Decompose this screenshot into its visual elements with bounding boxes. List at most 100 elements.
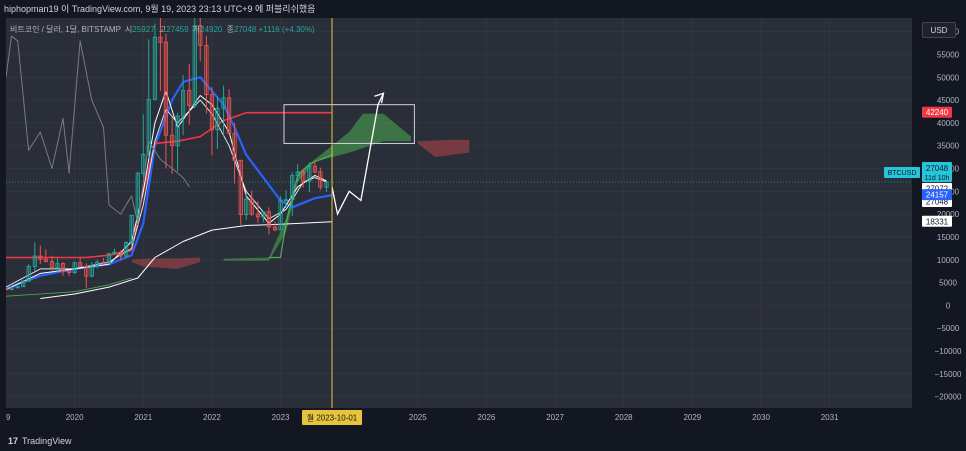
footer: 17 TradingView <box>0 432 966 451</box>
candle-body <box>124 241 129 257</box>
candle-body <box>215 107 220 131</box>
candle-body <box>324 181 329 188</box>
price-label-bg <box>922 215 952 227</box>
price-chart[interactable]: 6000055000500004500040000350003000025000… <box>2 0 966 432</box>
candle-body <box>146 98 151 155</box>
x-tick-label: 2030 <box>752 413 770 422</box>
y-tick-label: −5000 <box>937 324 960 333</box>
projection <box>283 92 415 217</box>
candle-body <box>129 215 134 243</box>
last-price-value: 27048 <box>926 164 949 173</box>
candle-body <box>67 270 72 273</box>
x-tick-label: 2025 <box>409 413 427 422</box>
candle-body <box>72 262 77 273</box>
cloud-area <box>417 139 470 158</box>
y-tick-label: 15000 <box>937 233 960 242</box>
currency-button[interactable]: USD <box>922 22 956 38</box>
legend-low: 24920 <box>200 25 223 34</box>
last-price-badge <box>922 161 952 182</box>
y-tick-label: 50000 <box>937 73 960 82</box>
price-label: 24157 <box>926 191 949 200</box>
candle-body <box>78 262 83 267</box>
candle-body <box>170 134 175 147</box>
candle-body <box>175 115 180 147</box>
y-tick-label: −15000 <box>935 370 962 379</box>
chart-legend: 비트코인 / 달러, 1달, BITSTAMP 시25927 고27459 저2… <box>10 24 315 35</box>
plot-background <box>6 18 912 408</box>
y-tick-label: 55000 <box>937 50 960 59</box>
candle-body <box>255 213 260 218</box>
candle-body <box>21 280 26 288</box>
x-axis: 19 2020 2021 2022 2023 2025 2026 2027 2028 2029 20… <box>2 408 966 432</box>
last-price-countdown: 11d 10h <box>925 175 950 182</box>
candles <box>3 0 329 291</box>
legend-high: 27459 <box>166 25 189 34</box>
candle-body <box>101 261 106 265</box>
candle-body <box>141 153 146 174</box>
y-tick-label: −10000 <box>935 347 962 356</box>
legend-open-label: 시 <box>125 25 133 34</box>
x-tick-label: 19 <box>6 413 11 422</box>
price-label: 27048 <box>926 197 949 206</box>
candle-body <box>204 44 209 96</box>
cursor-date-label: 월 2023-10-01 <box>307 413 358 423</box>
candle-body <box>278 199 283 231</box>
candle-body <box>43 258 48 263</box>
x-tick-label: 2031 <box>821 413 839 422</box>
cursor-date-badge <box>302 410 363 425</box>
candle-body <box>163 41 169 136</box>
candle-body <box>118 251 123 257</box>
candle-body <box>60 263 66 272</box>
legend-close: 27048 <box>233 25 257 34</box>
legend-symbol: 비트코인 / 달러, 1달, BITSTAMP <box>10 25 121 34</box>
candle-body <box>301 171 306 182</box>
x-tick-label: 2023 <box>272 413 290 422</box>
legend-change: +1116 (+4.30%) <box>258 25 315 34</box>
candle-body <box>307 165 312 182</box>
candle-body <box>9 287 14 291</box>
y-tick-label: 0 <box>946 301 951 310</box>
candle-body <box>295 171 300 177</box>
price-label: 42240 <box>926 108 949 117</box>
price-labels: 4224027265270722704824157183312704811d 1… <box>884 106 952 227</box>
price-label-bg <box>922 106 952 118</box>
chart-area[interactable]: 6000055000500004500040000350003000025000… <box>2 0 966 432</box>
tradingview-logo-icon: 17 <box>8 436 19 446</box>
symbol-badge-label: BTCUSD <box>888 170 917 177</box>
candle-body <box>89 265 94 277</box>
candle-body <box>187 90 192 107</box>
candle-body <box>226 97 232 134</box>
projection-box <box>283 104 415 144</box>
candle-body <box>232 132 237 161</box>
candle-body <box>152 36 158 100</box>
candle-body <box>84 265 89 277</box>
publish-caption: hiphopman19 이 TradingView.com, 9월 19, 20… <box>0 0 966 18</box>
x-tick-label: 2027 <box>546 413 564 422</box>
x-tick-label: 2020 <box>66 413 84 422</box>
candle-body <box>95 261 100 267</box>
y-tick-label: 40000 <box>937 119 960 128</box>
candle-body <box>38 255 43 260</box>
candle-body <box>135 172 140 216</box>
legend-low-label: 저 <box>192 25 201 34</box>
y-tick-label: 35000 <box>937 142 960 151</box>
candle-body <box>249 198 254 215</box>
candle-body <box>318 171 323 188</box>
cloud-area <box>223 113 411 261</box>
candle-body <box>198 25 203 46</box>
candle-body <box>221 97 226 109</box>
candle-body <box>192 25 197 107</box>
footer-brand: TradingView <box>22 436 72 446</box>
x-tick-label: 2028 <box>615 413 633 422</box>
cloud-area <box>131 257 201 269</box>
candle-body <box>49 261 55 268</box>
candle-body <box>112 251 117 255</box>
candle-body <box>283 199 289 202</box>
symbol-badge <box>884 166 920 178</box>
candle-body <box>272 226 278 231</box>
indicator-line <box>40 221 333 299</box>
candle-body <box>158 36 163 43</box>
candle-body <box>32 255 37 267</box>
candle-body <box>106 253 112 265</box>
price-label-bg <box>922 189 952 201</box>
